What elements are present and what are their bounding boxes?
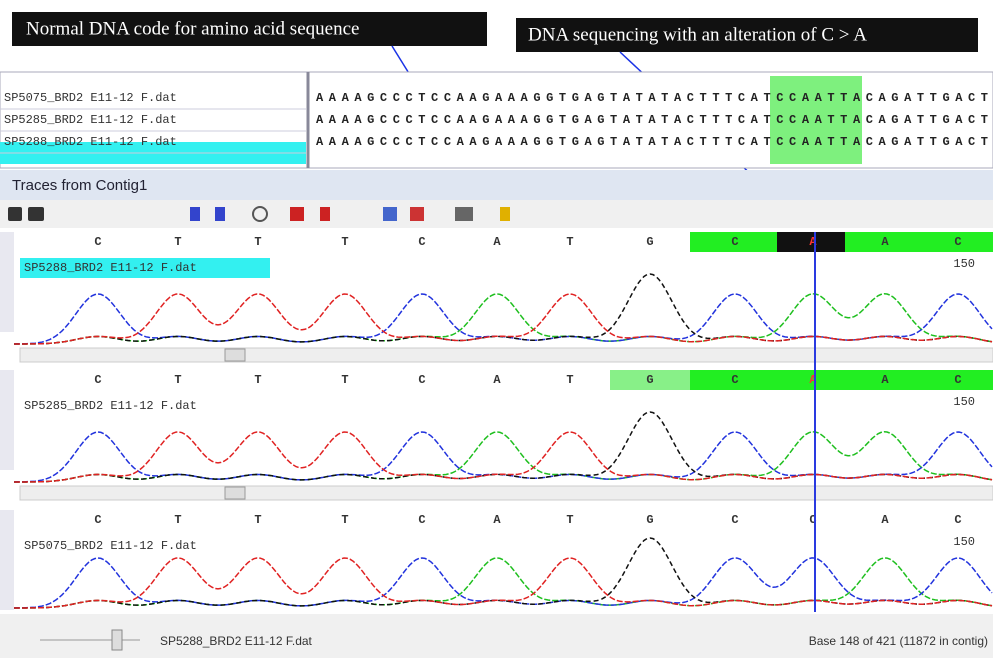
base-call: C <box>94 235 101 249</box>
base-call: T <box>254 513 261 527</box>
scrollbar <box>20 348 993 362</box>
base-position: 150 <box>953 257 975 271</box>
base-call: A <box>809 235 817 249</box>
base-call: C <box>418 235 425 249</box>
side-icons <box>0 370 14 470</box>
sample-name: SP5288_BRD2 E11-12 F.dat <box>24 261 197 275</box>
tool-icon[interactable] <box>8 207 22 221</box>
sample-name: SP5285_BRD2 E11-12 F.dat <box>4 113 177 127</box>
base-call: G <box>646 235 653 249</box>
sample-name: SP5288_BRD2 E11-12 F.dat <box>4 135 177 149</box>
base-call: C <box>731 235 738 249</box>
sample-name: SP5285_BRD2 E11-12 F.dat <box>24 399 197 413</box>
base-call: A <box>881 513 889 527</box>
slider-thumb[interactable] <box>112 630 122 650</box>
base-call: T <box>341 235 348 249</box>
side-icons <box>0 232 14 332</box>
base-position: 150 <box>953 395 975 409</box>
annotation: Normal DNA code for amino acid sequence <box>26 18 359 39</box>
toolbar <box>0 200 993 228</box>
tool-icon[interactable] <box>290 207 304 221</box>
base-call: T <box>341 513 348 527</box>
base-call: A <box>493 235 501 249</box>
sample-name: SP5075_BRD2 E11-12 F.dat <box>24 539 197 553</box>
base-call: C <box>94 513 101 527</box>
base-call: A <box>809 373 817 387</box>
base-call: C <box>954 235 961 249</box>
scrollbar <box>20 486 993 500</box>
tool-icon[interactable] <box>215 207 225 221</box>
annotation: DNA sequencing with an alteration of C >… <box>528 24 867 45</box>
base-call: G <box>646 513 653 527</box>
status-file: SP5288_BRD2 E11-12 F.dat <box>160 634 313 648</box>
page: Normal DNA code for amino acid sequence … <box>0 0 993 658</box>
screenshot: Normal DNA code for amino acid sequence … <box>0 0 993 658</box>
base-call: T <box>566 235 573 249</box>
scroll-thumb <box>225 487 245 499</box>
tool-icon[interactable] <box>410 207 424 221</box>
panel-header <box>0 170 993 200</box>
base-call: C <box>418 513 425 527</box>
base-call: C <box>954 373 961 387</box>
base-call: A <box>493 513 501 527</box>
base-call: T <box>174 235 181 249</box>
base-call: A <box>493 373 501 387</box>
tool-icon[interactable] <box>455 207 473 221</box>
base-call: T <box>566 373 573 387</box>
tool-icon[interactable] <box>383 207 397 221</box>
status-position: Base 148 of 421 (11872 in contig) <box>809 634 988 648</box>
base-call: T <box>174 513 181 527</box>
tool-icon[interactable] <box>190 207 200 221</box>
tool-icon[interactable] <box>500 207 510 221</box>
base-call: C <box>954 513 961 527</box>
base-call: T <box>254 235 261 249</box>
base-call: C <box>418 373 425 387</box>
base-call: T <box>254 373 261 387</box>
base-call: T <box>341 373 348 387</box>
base-call: T <box>566 513 573 527</box>
base-call: C <box>731 373 738 387</box>
scroll-thumb <box>225 349 245 361</box>
base-call: A <box>881 373 889 387</box>
tool-icon[interactable] <box>320 207 330 221</box>
base-call: C <box>94 373 101 387</box>
tool-icon[interactable] <box>28 207 44 221</box>
panel-title: Traces from Contig1 <box>12 177 147 194</box>
side-icons <box>0 510 14 610</box>
sample-name: SP5075_BRD2 E11-12 F.dat <box>4 91 177 105</box>
base-call: T <box>174 373 181 387</box>
base-call: C <box>731 513 738 527</box>
base-call: A <box>881 235 889 249</box>
base-call: G <box>646 373 653 387</box>
base-position: 150 <box>953 535 975 549</box>
